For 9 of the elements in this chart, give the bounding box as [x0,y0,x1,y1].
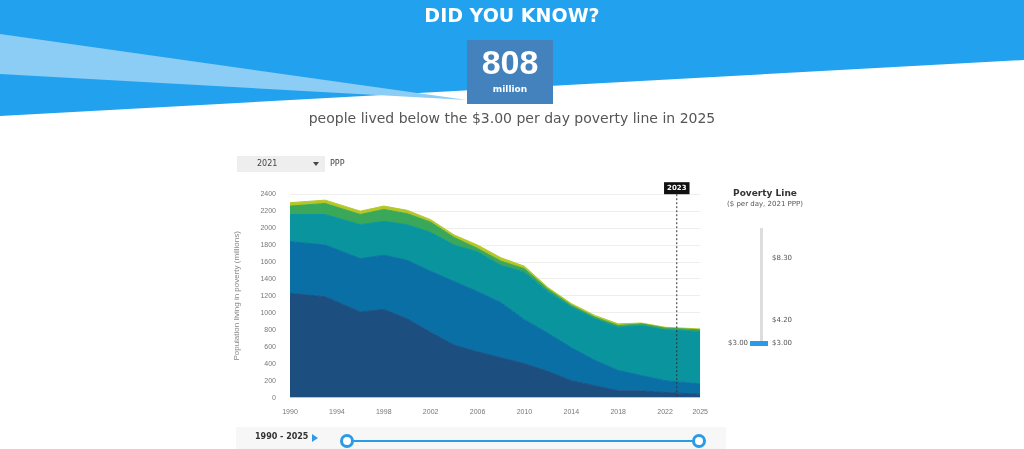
chart-subtitle: people lived below the $3.00 per day poverty line in 2025 [307,110,717,126]
text: PPP [330,158,345,170]
text: 2021 [257,159,278,168]
text: Poverty Line [732,188,798,198]
text: 1990 - 2025 [255,432,309,441]
text: 808 [480,42,540,83]
y-axis-title: Population living in poverty (millions) [232,230,241,361]
chart-title: DID YOU KNOW? [423,4,601,26]
text: million [491,84,529,94]
